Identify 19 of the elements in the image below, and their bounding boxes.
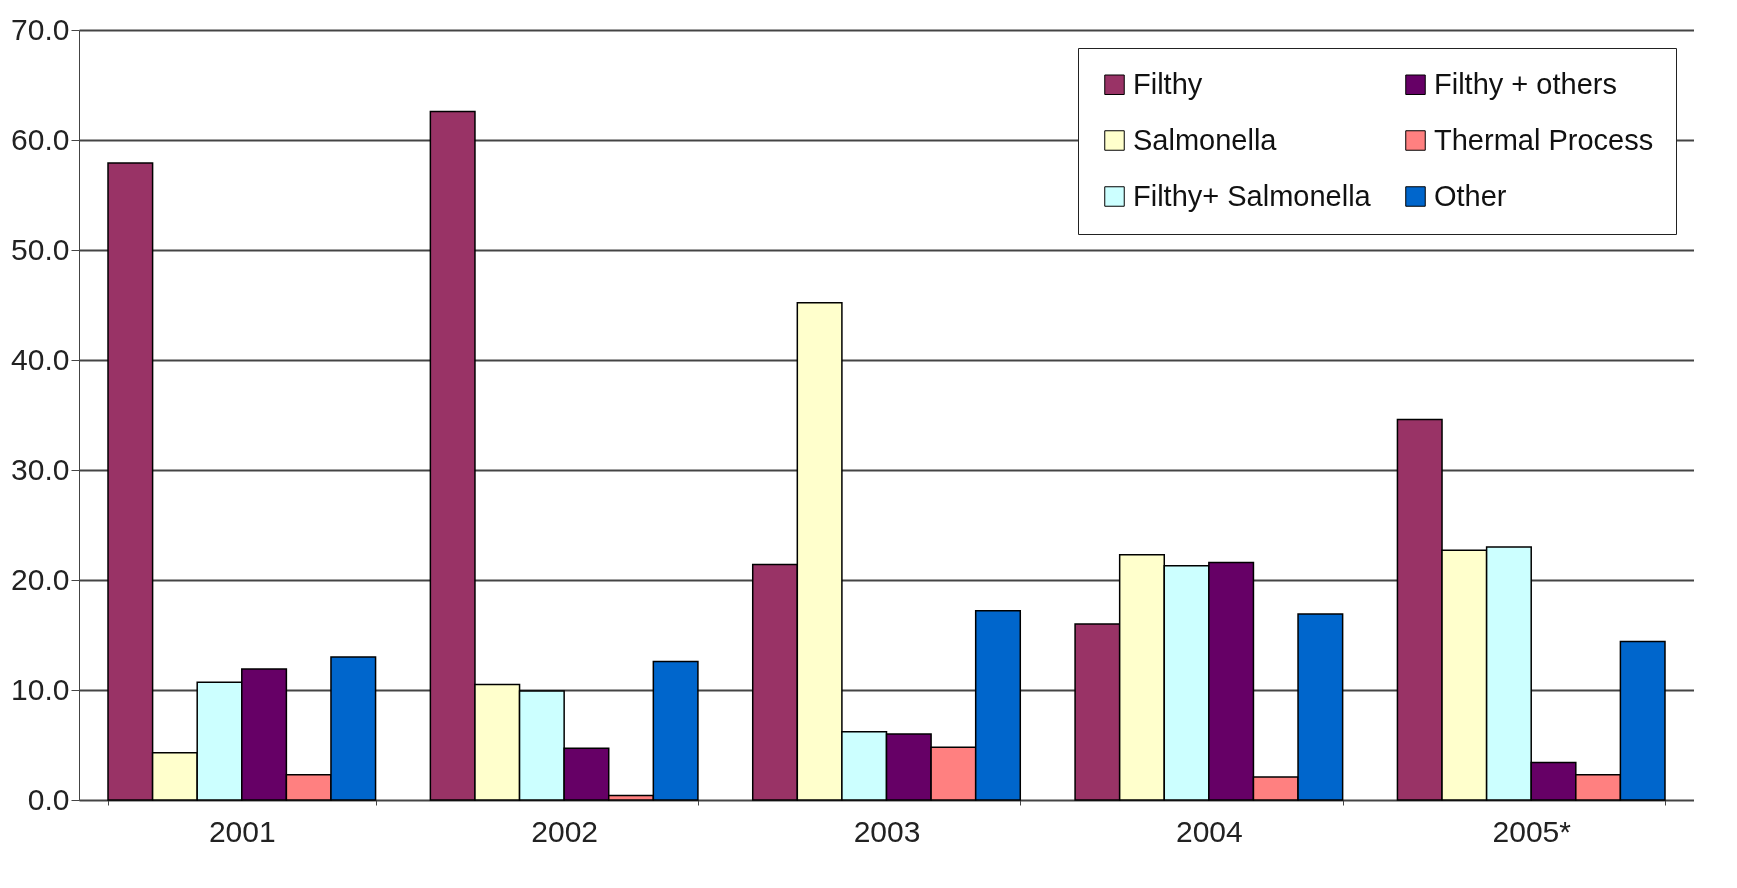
- y-tick-label: 60.0: [11, 122, 70, 156]
- y-tick-label: 0.0: [27, 782, 70, 816]
- y-tick-label: 70.0: [11, 12, 70, 46]
- y-tick-label: 30.0: [11, 452, 70, 486]
- legend-label: Salmonella: [1133, 123, 1278, 156]
- x-tick-label: 2003: [853, 814, 921, 848]
- x-tick-label: 2002: [531, 814, 599, 848]
- y-tick-label: 20.0: [11, 562, 70, 596]
- x-tick-label: 2005*: [1492, 814, 1572, 848]
- legend-label: Filthy + others: [1434, 67, 1617, 100]
- legend-label: Filthy+ Salmonella: [1133, 179, 1372, 212]
- y-tick-label: 10.0: [11, 672, 70, 706]
- x-tick-label: 2004: [1175, 814, 1243, 848]
- legend-label: Other: [1434, 179, 1507, 212]
- x-tick-label: 2001: [208, 814, 276, 848]
- y-tick-label: 40.0: [11, 342, 70, 376]
- legend-label: Filthy: [1133, 67, 1203, 100]
- legend-label: Thermal Process: [1434, 123, 1654, 156]
- y-tick-label: 50.0: [11, 232, 70, 266]
